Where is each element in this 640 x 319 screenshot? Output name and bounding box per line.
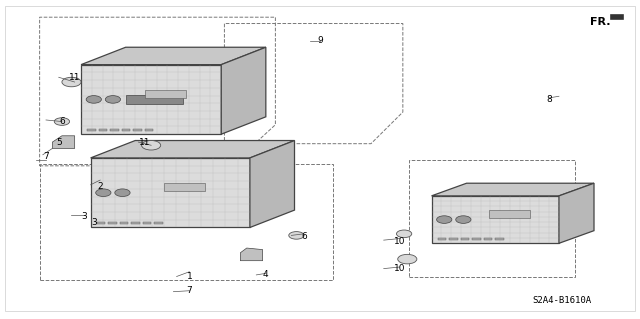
Polygon shape <box>125 95 183 104</box>
Text: 6: 6 <box>59 117 65 126</box>
Bar <box>122 129 130 131</box>
Polygon shape <box>164 183 205 191</box>
Bar <box>99 129 107 131</box>
Circle shape <box>62 77 81 87</box>
Text: 1: 1 <box>186 272 192 281</box>
Bar <box>120 222 128 224</box>
Text: 6: 6 <box>301 233 307 241</box>
Polygon shape <box>91 158 250 227</box>
Bar <box>484 238 492 240</box>
Text: 3: 3 <box>81 212 87 221</box>
Bar <box>110 129 118 131</box>
Bar <box>97 222 105 224</box>
Polygon shape <box>489 210 531 218</box>
Bar <box>133 129 141 131</box>
Circle shape <box>96 189 111 197</box>
Polygon shape <box>81 47 266 65</box>
Polygon shape <box>431 196 559 243</box>
Circle shape <box>141 141 161 150</box>
Text: 2: 2 <box>97 182 103 191</box>
Bar <box>108 222 116 224</box>
Circle shape <box>456 216 471 223</box>
Text: 10: 10 <box>394 237 405 246</box>
Polygon shape <box>250 141 294 227</box>
Text: 8: 8 <box>547 95 552 104</box>
Circle shape <box>289 232 304 239</box>
Circle shape <box>397 254 417 264</box>
Text: 9: 9 <box>317 36 323 45</box>
Bar <box>88 129 96 131</box>
Bar <box>449 238 458 240</box>
Bar <box>495 238 504 240</box>
Polygon shape <box>81 65 221 134</box>
Circle shape <box>396 230 412 238</box>
Text: FR.: FR. <box>590 17 611 27</box>
Text: 10: 10 <box>394 264 405 273</box>
Polygon shape <box>52 136 75 148</box>
Bar <box>472 238 481 240</box>
Polygon shape <box>431 183 594 196</box>
Text: 11: 11 <box>139 137 150 147</box>
Polygon shape <box>221 47 266 134</box>
Polygon shape <box>145 90 186 98</box>
Text: S2A4-B1610A: S2A4-B1610A <box>532 296 592 305</box>
Circle shape <box>105 96 120 103</box>
Text: 4: 4 <box>263 271 269 279</box>
Circle shape <box>54 118 70 125</box>
Bar <box>154 222 163 224</box>
Polygon shape <box>91 141 294 158</box>
Text: 3: 3 <box>91 218 97 227</box>
Polygon shape <box>610 14 623 19</box>
Text: 7: 7 <box>43 152 49 161</box>
Circle shape <box>115 189 130 197</box>
Text: 7: 7 <box>186 286 192 295</box>
Bar <box>461 238 469 240</box>
Bar <box>131 222 140 224</box>
Circle shape <box>86 96 101 103</box>
Text: 11: 11 <box>69 73 81 82</box>
Circle shape <box>436 216 452 223</box>
Text: 5: 5 <box>56 137 61 147</box>
Polygon shape <box>559 183 594 243</box>
Bar <box>438 238 446 240</box>
Bar <box>143 222 151 224</box>
Polygon shape <box>241 248 262 261</box>
Bar <box>145 129 153 131</box>
